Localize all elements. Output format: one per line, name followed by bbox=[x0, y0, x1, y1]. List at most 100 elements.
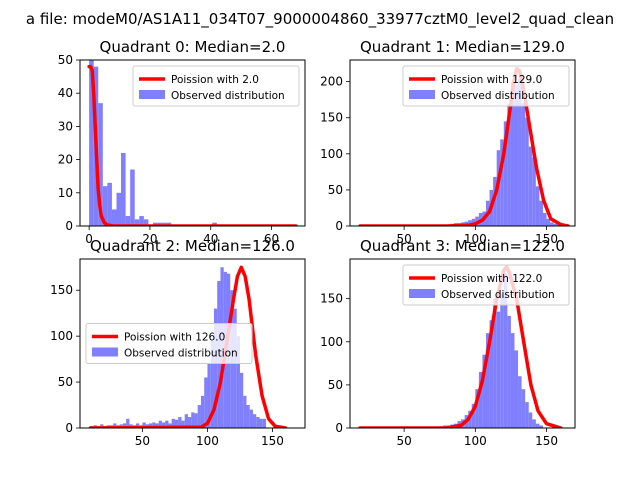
histogram-bar bbox=[514, 85, 519, 226]
histogram-bar bbox=[113, 423, 117, 428]
histogram-bar bbox=[89, 60, 94, 226]
y-tick-label: 200 bbox=[320, 75, 343, 89]
figure-suptitle: a file: modeM0/AS1A11_034T07_9000004860_… bbox=[26, 10, 614, 29]
y-tick-label: 0 bbox=[335, 421, 343, 435]
legend-fit-label: Poission with 2.0 bbox=[171, 74, 259, 86]
histogram-bar bbox=[126, 418, 130, 428]
histogram-bar bbox=[239, 372, 244, 428]
histogram-bar bbox=[122, 423, 127, 428]
histogram-bar bbox=[503, 121, 508, 226]
x-tick-label: 20 bbox=[142, 232, 157, 246]
subplot-2: Quadrant 2: Median=126.0 50 100 150 0 50 100 15… bbox=[50, 237, 306, 448]
histogram-bar bbox=[184, 414, 188, 428]
legend-fit-label: Poission with 122.0 bbox=[441, 273, 542, 285]
histogram-bar bbox=[98, 103, 103, 226]
histogram-bar bbox=[233, 308, 237, 428]
histogram-bar bbox=[143, 219, 149, 226]
legend-fit-label: Poission with 126.0 bbox=[124, 332, 225, 344]
y-tick-label: 150 bbox=[50, 283, 73, 297]
histogram-bar bbox=[256, 416, 260, 428]
subplot-title: Quadrant 3: Median=122.0 bbox=[360, 237, 565, 255]
legend-hist-swatch bbox=[409, 90, 435, 99]
y-tick-label: 40 bbox=[58, 86, 73, 100]
histogram-bar bbox=[121, 152, 126, 226]
legend-hist-label: Observed distribution bbox=[124, 348, 238, 360]
histogram-bar bbox=[493, 298, 497, 428]
legend: Poission with 122.0 Observed distribution bbox=[402, 264, 570, 306]
x-tick-label: 50 bbox=[396, 434, 411, 448]
histogram-bar bbox=[165, 420, 169, 428]
legend-hist-label: Observed distribution bbox=[441, 90, 555, 102]
histogram-bar bbox=[518, 376, 522, 428]
legend: Poission with 2.0 Observed distribution bbox=[132, 65, 300, 107]
histogram-bar bbox=[525, 117, 529, 226]
histogram-bar bbox=[518, 78, 522, 226]
y-tick-label: 10 bbox=[58, 186, 73, 200]
y-tick-label: 100 bbox=[50, 329, 73, 343]
y-tick-label: 0 bbox=[65, 219, 73, 233]
histogram-bar bbox=[475, 389, 479, 428]
histogram-bar bbox=[468, 220, 472, 226]
histogram-bar bbox=[246, 405, 250, 428]
x-tick-label: 50 bbox=[135, 434, 150, 448]
axes-frame bbox=[349, 59, 576, 227]
histogram-bar bbox=[471, 403, 476, 428]
histogram-bar bbox=[207, 363, 211, 428]
histogram-bar bbox=[125, 216, 131, 226]
histogram-bar bbox=[178, 416, 182, 428]
histogram-bar bbox=[528, 146, 533, 226]
histogram-bar bbox=[139, 216, 144, 226]
histogram-bar bbox=[489, 320, 494, 428]
histogram-bar bbox=[550, 222, 554, 226]
histogram-bar bbox=[528, 412, 533, 428]
histogram-bar bbox=[181, 420, 185, 428]
subplot-title: Quadrant 1: Median=129.0 bbox=[360, 38, 565, 56]
histogram-bar bbox=[478, 371, 483, 428]
subplot-3: Quadrant 3: Median=122.0 50 100 150 0 50 100 15… bbox=[320, 237, 576, 448]
histogram-bar bbox=[535, 423, 540, 428]
histogram-bar bbox=[525, 402, 529, 428]
axes-frame bbox=[79, 258, 306, 429]
histogram-bar bbox=[152, 422, 156, 428]
histogram-bar bbox=[171, 418, 175, 428]
histogram-bar bbox=[194, 413, 198, 428]
legend-box bbox=[132, 65, 300, 107]
histogram-bar bbox=[213, 308, 218, 428]
x-tick-label: 150 bbox=[535, 434, 558, 448]
histogram-bar bbox=[546, 218, 551, 226]
histogram-bar bbox=[130, 169, 135, 226]
histogram-bar bbox=[542, 213, 547, 226]
legend-hist-swatch bbox=[409, 289, 435, 298]
histogram-bar bbox=[510, 81, 515, 226]
histogram-bar bbox=[521, 389, 526, 428]
histogram-bar bbox=[507, 315, 511, 428]
legend-hist-label: Observed distribution bbox=[171, 90, 285, 102]
histogram-bar bbox=[493, 176, 497, 226]
histogram-bar bbox=[553, 223, 558, 226]
x-tick-label: 150 bbox=[261, 434, 284, 448]
x-tick-label: 150 bbox=[535, 232, 558, 246]
x-tick-label: 50 bbox=[396, 232, 411, 246]
histogram-bar bbox=[102, 186, 108, 226]
subplot-0: Quadrant 0: Median=2.0 0 20 40 60 0 10 20 30 40 50… bbox=[58, 38, 306, 246]
histogram-bar bbox=[521, 103, 526, 226]
histogram-bar bbox=[111, 209, 117, 226]
poisson-fit-line bbox=[87, 64, 298, 226]
histogram-bar bbox=[197, 405, 201, 428]
histogram-bar bbox=[158, 420, 162, 428]
y-tick-label: 50 bbox=[328, 378, 343, 392]
histogram-bar bbox=[503, 272, 508, 428]
y-tick-label: 100 bbox=[320, 335, 343, 349]
subplot-title: Quadrant 0: Median=2.0 bbox=[100, 38, 286, 56]
histogram-bar bbox=[249, 409, 253, 428]
histogram-bar bbox=[134, 219, 140, 226]
histogram-bar bbox=[500, 139, 504, 226]
histogram-bar bbox=[236, 336, 240, 428]
x-tick-label: 100 bbox=[196, 434, 219, 448]
histogram-bar bbox=[252, 414, 257, 428]
histogram-bar bbox=[155, 423, 159, 428]
histogram-bar bbox=[514, 350, 519, 428]
histogram-bar bbox=[161, 422, 166, 428]
poisson-fit-line bbox=[88, 265, 288, 428]
